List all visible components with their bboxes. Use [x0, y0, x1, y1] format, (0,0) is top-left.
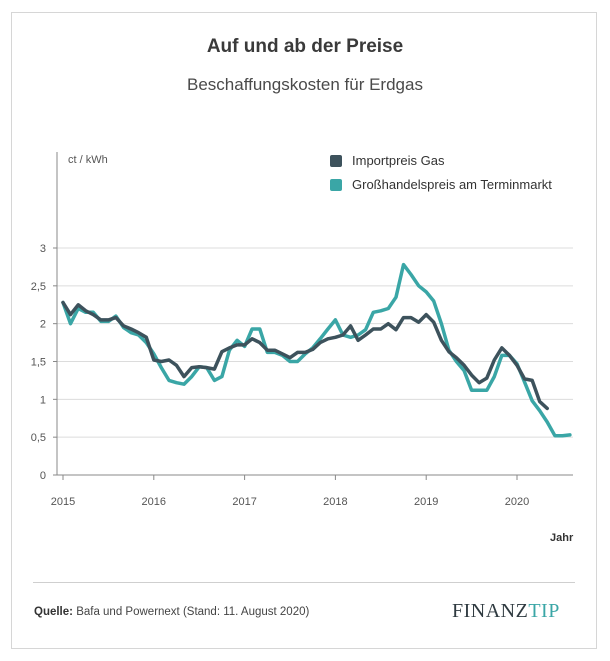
chart-card	[11, 12, 597, 649]
x-tick-label: 2016	[142, 496, 166, 508]
chart-grid	[57, 247, 573, 438]
footer-divider	[33, 582, 575, 583]
legend: Importpreis Gas Großhandelspreis am Termi…	[330, 153, 552, 192]
x-tick-label: 2015	[51, 496, 75, 508]
y-axis-unit-label: ct / kWh	[68, 154, 108, 166]
y-tick-label: 1	[40, 394, 46, 406]
y-axis-ticks: 0 0,5 1 1,5 2 2,5 3	[31, 243, 57, 482]
x-axis-ticks: 2015 2016 2017 2018 2019 2020	[51, 475, 529, 508]
legend-label: Großhandelspreis am Terminmarkt	[352, 177, 552, 192]
x-tick-label: 2018	[323, 496, 347, 508]
source-note: Quelle: Bafa und Powernext (Stand: 11. A…	[34, 606, 309, 618]
finanztip-logo: FINANZTIP	[452, 600, 560, 623]
source-label: Quelle:	[34, 606, 73, 618]
legend-swatch	[330, 155, 342, 167]
chart-subtitle: Beschaffungskosten für Erdgas	[187, 75, 423, 94]
chart-title: Auf und ab der Preise	[206, 36, 404, 57]
y-tick-label: 1,5	[31, 357, 46, 369]
legend-label: Importpreis Gas	[352, 153, 445, 168]
series-line-import	[61, 300, 549, 411]
y-tick-label: 2,5	[31, 281, 46, 293]
x-tick-label: 2017	[232, 496, 256, 508]
series-line-terminal	[61, 262, 572, 438]
source-text: Bafa und Powernext (Stand: 11. August 20…	[76, 606, 310, 618]
x-axis-name: Jahr	[550, 532, 574, 544]
logo-main: FINANZ	[452, 600, 529, 622]
legend-swatch	[330, 179, 342, 191]
y-tick-label: 0,5	[31, 432, 46, 444]
series-lines	[61, 262, 572, 438]
y-tick-label: 0	[40, 470, 46, 482]
y-tick-label: 2	[40, 319, 46, 331]
x-tick-label: 2020	[505, 496, 529, 508]
logo-accent: TIP	[528, 600, 560, 622]
y-tick-label: 3	[40, 243, 46, 255]
x-tick-label: 2019	[414, 496, 438, 508]
